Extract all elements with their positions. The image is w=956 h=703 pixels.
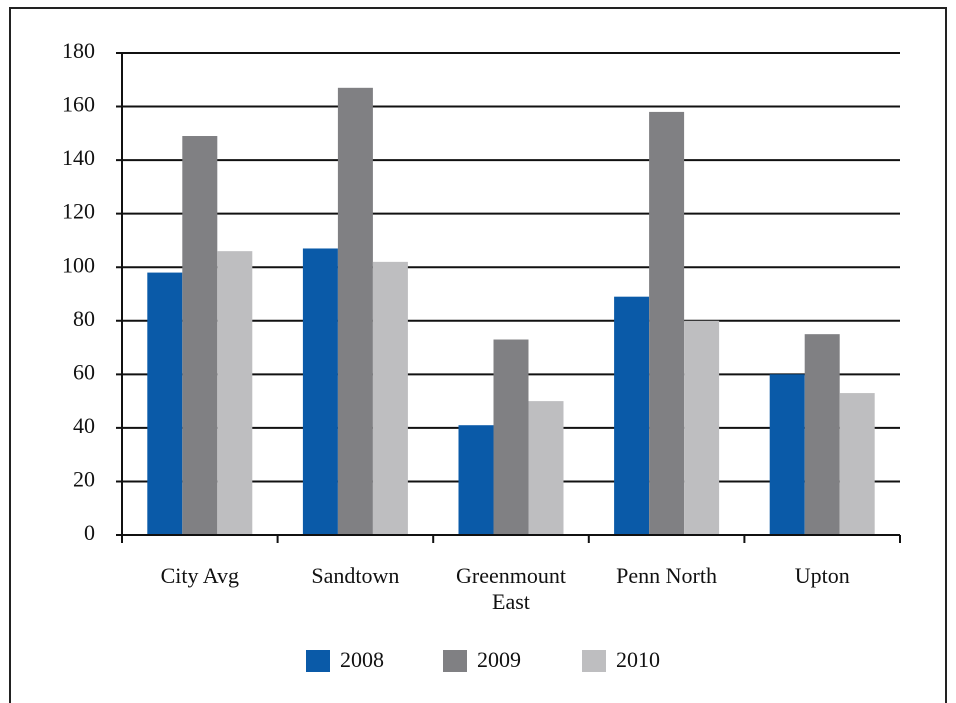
legend-swatch — [443, 650, 467, 672]
bar — [337, 87, 373, 536]
y-tick-label: 160 — [62, 92, 95, 117]
y-tick-label: 80 — [73, 306, 95, 331]
y-tick-label: 0 — [84, 520, 95, 545]
y-tick-label: 180 — [62, 38, 95, 63]
frame — [9, 7, 947, 703]
bar — [804, 334, 840, 535]
bar — [614, 296, 650, 535]
legend-label: 2009 — [477, 647, 521, 672]
y-tick-label: 120 — [62, 199, 95, 224]
legend-label: 2010 — [616, 647, 660, 672]
legend-swatch — [306, 650, 330, 672]
bar — [493, 339, 529, 535]
bar — [769, 374, 805, 535]
y-tick-label: 60 — [73, 359, 95, 384]
x-tick-label: Upton — [795, 563, 850, 588]
x-tick-label: City Avg — [161, 563, 239, 588]
y-tick-label: 140 — [62, 145, 95, 170]
bar — [458, 425, 494, 535]
y-tick-label: 40 — [73, 413, 95, 438]
bar — [302, 248, 338, 535]
y-tick-label: 20 — [73, 466, 95, 491]
bar — [684, 320, 720, 535]
bar — [528, 401, 564, 535]
x-tick-label: Greenmount East — [456, 563, 566, 614]
bar — [649, 111, 685, 536]
bar — [839, 393, 875, 535]
bar — [217, 251, 253, 535]
x-tick-label: Penn North — [616, 563, 717, 588]
y-tick-label: 100 — [62, 252, 95, 277]
bar — [372, 261, 408, 535]
legend-swatch — [582, 650, 606, 672]
bar — [147, 272, 183, 535]
x-tick-label: Sandtown — [311, 563, 399, 588]
legend-label: 2008 — [340, 647, 384, 672]
bar — [182, 136, 218, 535]
